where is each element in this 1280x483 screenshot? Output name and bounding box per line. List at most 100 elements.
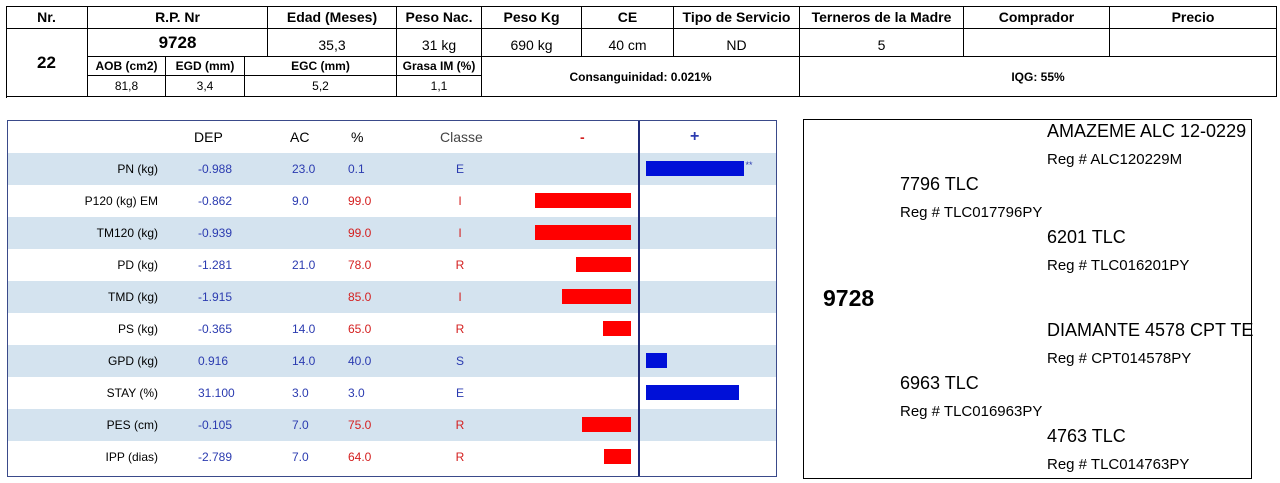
- epd-bar: [646, 353, 667, 368]
- epd-classe-value: E: [455, 386, 464, 400]
- epd-trait: PN (kg): [117, 162, 158, 176]
- epd-dep-value: -0.365: [198, 322, 233, 336]
- epd-bar: [575, 257, 631, 272]
- epd-pct-value: 65.0: [348, 322, 372, 336]
- epd-pct-value: 64.0: [348, 450, 372, 464]
- pedigree-box: 9728 7796 TLC Reg # TLC017796PY AMAZEME …: [803, 119, 1254, 479]
- egc-value: 5,2: [245, 76, 397, 97]
- epd-classe-value: I: [458, 226, 462, 240]
- epd-pct-value: 85.0: [348, 290, 372, 304]
- grasa-value: 1,1: [397, 76, 482, 97]
- epd-trait: GPD (kg): [107, 354, 158, 368]
- header-peso-kg: Peso Kg: [482, 6, 582, 29]
- epd-pct-value: 40.0: [348, 354, 372, 368]
- comprador-value[interactable]: [964, 29, 1110, 57]
- ce-value: 40 cm: [582, 29, 674, 57]
- epd-bar: [646, 385, 739, 400]
- sire-name: 7796 TLC: [900, 174, 979, 194]
- header-terneros: Terneros de la Madre: [800, 6, 964, 29]
- epd-dep-value: -0.862: [198, 194, 233, 208]
- sire-sire-name: AMAZEME ALC 12-0229: [1047, 121, 1247, 141]
- epd-trait: STAY (%): [106, 386, 158, 400]
- epd-pct-value: 99.0: [348, 226, 372, 240]
- egd-value: 3,4: [166, 76, 245, 97]
- epd-trait: PS (kg): [117, 322, 158, 336]
- epd-dep-value: -1.281: [198, 258, 233, 272]
- epd-classe-value: S: [455, 354, 464, 368]
- aob-value: 81,8: [88, 76, 166, 97]
- tipo-servicio-value: ND: [674, 29, 800, 57]
- epd-classe-value: E: [455, 162, 464, 176]
- header-peso-nac: Peso Nac.: [397, 6, 482, 29]
- epd-row: IPP (dias) -2.789 7.0 64.0 R: [8, 441, 776, 473]
- epd-note: **: [745, 160, 753, 170]
- lot-summary-table: Nr. R.P. Nr Edad (Meses) Peso Nac. Peso …: [6, 6, 1277, 97]
- epd-ac-value: 7.0: [292, 418, 309, 432]
- epd-ac-value: 14.0: [292, 354, 316, 368]
- subheader-egd: EGD (mm): [166, 57, 245, 76]
- precio-value[interactable]: [1110, 29, 1277, 57]
- epd-trait: PES (cm): [106, 418, 158, 432]
- epd-row: PES (cm) -0.105 7.0 75.0 R: [8, 409, 776, 441]
- epd-classe-value: R: [455, 450, 465, 464]
- sire-dam-name: 6201 TLC: [1047, 227, 1126, 247]
- terneros-value: 5: [800, 29, 964, 57]
- epd-row: P120 (kg) EM -0.862 9.0 99.0 I: [8, 185, 776, 217]
- epd-dep-value: -0.939: [198, 226, 233, 240]
- dam-dam-name: 4763 TLC: [1047, 426, 1126, 446]
- epd-classe-value: R: [455, 418, 465, 432]
- epd-ac-value: 23.0: [292, 162, 316, 176]
- dam-dam-reg: Reg # TLC014763PY: [1047, 456, 1190, 473]
- subheader-egc: EGC (mm): [245, 57, 397, 76]
- epd-trait: P120 (kg) EM: [84, 194, 158, 208]
- pedigree-animal: 9728: [823, 285, 875, 311]
- epd-trait: IPP (dias): [105, 450, 158, 464]
- epd-row: GPD (kg) 0.916 14.0 40.0 S: [8, 345, 776, 377]
- epd-bar: [646, 161, 744, 176]
- sire-sire-reg: Reg # ALC120229M: [1047, 151, 1183, 168]
- epd-ac-value: 7.0: [292, 450, 309, 464]
- sire-reg: Reg # TLC017796PY: [900, 204, 1043, 221]
- epd-pct-value: 99.0: [348, 194, 372, 208]
- epd-pct-value: 75.0: [348, 418, 372, 432]
- epd-pct-value: 78.0: [348, 258, 372, 272]
- epd-trait: PD (kg): [117, 258, 158, 272]
- epd-bar: [535, 225, 631, 240]
- epd-ac-value: 9.0: [292, 194, 309, 208]
- epd-row: PD (kg) -1.281 21.0 78.0 R: [8, 249, 776, 281]
- epd-ac-value: 21.0: [292, 258, 316, 272]
- epd-row: PS (kg) -0.365 14.0 65.0 R: [8, 313, 776, 345]
- epd-bar: [535, 193, 631, 208]
- header-rp: R.P. Nr: [88, 6, 268, 29]
- dam-reg: Reg # TLC016963PY: [900, 403, 1043, 420]
- epd-pct-value: 0.1: [348, 162, 365, 176]
- rp-number: 9728: [88, 29, 268, 57]
- dam-sire-name: DIAMANTE 4578 CPT TE: [1047, 320, 1254, 340]
- epd-row: TMD (kg) -1.915 85.0 I: [8, 281, 776, 313]
- epd-header-minus: -: [580, 129, 585, 145]
- epd-ac-value: 14.0: [292, 322, 316, 336]
- epd-bar: [581, 417, 631, 432]
- epd-bar: [602, 321, 631, 336]
- epd-classe-value: R: [455, 322, 465, 336]
- epd-dep-value: -0.105: [198, 418, 233, 432]
- epd-classe-value: I: [458, 290, 462, 304]
- epd-bar: [562, 289, 631, 304]
- header-ce: CE: [582, 6, 674, 29]
- epd-zero-axis: [638, 121, 640, 476]
- epd-trait: TMD (kg): [108, 290, 158, 304]
- edad-value: 35,3: [268, 29, 397, 57]
- subheader-grasa: Grasa IM (%): [397, 57, 482, 76]
- epd-classe-value: R: [455, 258, 465, 272]
- epd-pct-value: 3.0: [348, 386, 365, 400]
- lot-number: 22: [6, 29, 88, 97]
- epd-dep-value: -2.789: [198, 450, 233, 464]
- epd-dep-value: -1.915: [198, 290, 233, 304]
- epd-header-plus: +: [690, 128, 700, 145]
- epd-trait: TM120 (kg): [96, 226, 158, 240]
- epd-header-classe: Classe: [440, 129, 483, 145]
- header-tipo-servicio: Tipo de Servicio: [674, 6, 800, 29]
- peso-kg-value: 690 kg: [482, 29, 582, 57]
- iqg: IQG: 55%: [800, 57, 1277, 97]
- epd-dep-value: -0.988: [198, 162, 233, 176]
